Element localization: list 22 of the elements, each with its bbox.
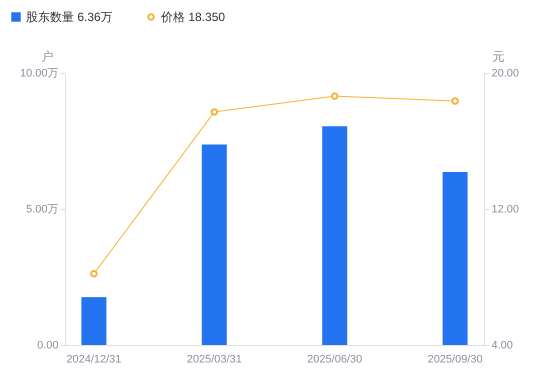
bar xyxy=(81,297,106,345)
x-tick-label: 2024/12/31 xyxy=(66,354,122,366)
legend-label: 价格 18.350 xyxy=(160,10,226,24)
y-tick-label: 5.00万 xyxy=(26,204,58,216)
bar xyxy=(202,144,227,345)
y2-tick-label: 12.00 xyxy=(492,204,520,216)
x-tick-label: 2025/06/30 xyxy=(307,354,362,366)
x-tick-label: 2025/03/31 xyxy=(186,354,242,366)
point xyxy=(330,92,338,100)
y2-tick-label: 20.00 xyxy=(492,68,520,80)
point xyxy=(451,97,459,105)
y2-tick-label: 4.00 xyxy=(492,340,513,352)
y-tick-label: 10.00万 xyxy=(20,68,58,80)
point xyxy=(210,108,218,116)
bar xyxy=(442,172,468,345)
y-axis-title: 户 xyxy=(42,50,54,64)
y2-axis-title: 元 xyxy=(492,50,504,64)
point xyxy=(90,270,98,278)
x-tick-label: 2025/09/30 xyxy=(428,354,483,366)
bar xyxy=(322,126,348,345)
y-tick-label: 0.00 xyxy=(37,340,58,352)
legend-label: 股东数量 6.36万 xyxy=(26,10,113,24)
